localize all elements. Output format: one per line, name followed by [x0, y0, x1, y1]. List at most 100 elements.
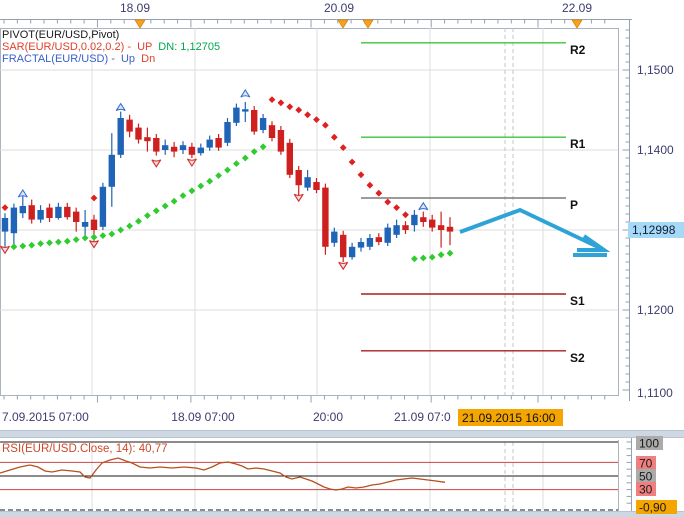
candle-body: [446, 226, 454, 232]
candle-body: [304, 177, 311, 188]
top-date-label: 22.09: [562, 1, 592, 15]
sar-dot-up: [233, 160, 240, 167]
sar-dot-down: [313, 116, 320, 123]
candle: [188, 142, 196, 158]
rsi-line: [0, 457, 446, 491]
legend-segment: Dn: [135, 53, 156, 65]
candle-body: [313, 182, 320, 190]
sar-dot-up: [161, 202, 169, 210]
pivot-label-r2: R2: [570, 43, 586, 57]
fractal-up-icon: [17, 188, 28, 198]
candle-body: [437, 225, 445, 230]
candle: [153, 134, 160, 156]
candle-body: [357, 242, 365, 248]
candle-body: [375, 237, 382, 242]
candle-body: [144, 137, 151, 142]
candle-body: [242, 109, 249, 112]
candle-body: [429, 219, 436, 228]
candle-body: [393, 225, 400, 235]
candle: [393, 219, 400, 238]
candle: [99, 182, 107, 230]
candle: [242, 102, 249, 122]
rsi-scale-text: 30: [639, 483, 653, 497]
rsi-scale-text: 50: [639, 470, 653, 484]
candle-body: [348, 246, 356, 258]
candle-body: [251, 110, 258, 132]
candle-body: [384, 227, 391, 243]
candle: [384, 223, 391, 246]
candle-body: [322, 187, 329, 247]
candle-body: [64, 206, 71, 218]
price-axis-label: 1,1100: [637, 386, 673, 400]
candle: [224, 118, 231, 146]
sar-dot-down: [330, 133, 338, 141]
top-date-label: 18.09: [120, 1, 150, 15]
pane-separator[interactable]: [0, 430, 684, 438]
candle-body: [206, 139, 213, 148]
legend-segment: SAR(EUR/USD,0.02,0.2) -: [2, 41, 138, 53]
candle: [259, 114, 267, 134]
candle: [348, 242, 356, 260]
candle: [126, 114, 133, 138]
candle: [313, 178, 320, 194]
candle-body: [55, 206, 62, 218]
sar-dot-up: [126, 222, 133, 230]
rsi-plot-area[interactable]: [0, 440, 619, 510]
forecast-arrow-stroke: [459, 207, 599, 249]
sar-dot-up: [250, 148, 258, 155]
candle-body: [37, 210, 44, 220]
candle: [295, 166, 302, 196]
fractal-down-icon: [338, 261, 349, 271]
forecast-arrow: [459, 207, 611, 257]
candle: [304, 170, 311, 191]
candle: [73, 207, 80, 232]
fractal-down-icon: [186, 158, 197, 168]
candle: [366, 234, 374, 250]
candle-body: [19, 206, 26, 214]
legend-line: PIVOT(EUR/USD,Pivot): [2, 29, 220, 41]
legend-segment: Up: [120, 53, 136, 65]
sar-dot-down: [348, 158, 356, 166]
candle: [268, 121, 276, 142]
candle: [55, 202, 62, 220]
sar-dot-down: [286, 103, 294, 111]
sar-dot-up: [197, 182, 205, 190]
candle: [206, 135, 213, 151]
legend-segment: DN: 1,12705: [152, 41, 221, 53]
sar-dot-up: [411, 255, 418, 263]
candle-body: [197, 147, 204, 154]
sar-dot-down: [393, 204, 400, 211]
sar-dot-up: [188, 187, 196, 195]
candle: [179, 141, 187, 154]
legend-segment: FRACTAL(EUR/USD) -: [2, 53, 121, 65]
sar-dot-up: [241, 154, 249, 162]
sar-dot-up: [170, 197, 178, 205]
legend-segment: PIVOT(EUR/USD,Pivot): [2, 29, 120, 41]
rsi-scale-text: 70: [639, 457, 653, 471]
sar-dot-down: [402, 211, 409, 219]
bottom-date-label: 20:00: [313, 410, 343, 424]
rsi-scale-tag: [636, 456, 656, 470]
sar-dot-up: [419, 254, 427, 262]
bottom-date-label: 7.09.2015 07:00: [2, 410, 89, 424]
sar-dot-down: [384, 198, 392, 206]
candle: [37, 205, 44, 223]
candles: [1, 102, 454, 262]
candle: [277, 126, 285, 155]
candle-body: [259, 118, 267, 130]
fractal-up-icon: [240, 88, 251, 98]
candle: [446, 217, 454, 246]
candle-body: [402, 225, 409, 230]
candle-body: [215, 138, 222, 148]
candle-body: [366, 238, 374, 247]
candle: [340, 230, 347, 262]
candle: [322, 183, 329, 255]
candle-body: [411, 214, 418, 226]
sar-dot-down: [277, 99, 285, 107]
price-axis-label: 1,1200: [637, 303, 674, 317]
candle-body: [224, 122, 231, 143]
candle: [117, 111, 124, 158]
bottom-date-label: 21.09 07:0: [394, 410, 451, 424]
candle: [420, 211, 427, 227]
candle-body: [99, 186, 107, 227]
